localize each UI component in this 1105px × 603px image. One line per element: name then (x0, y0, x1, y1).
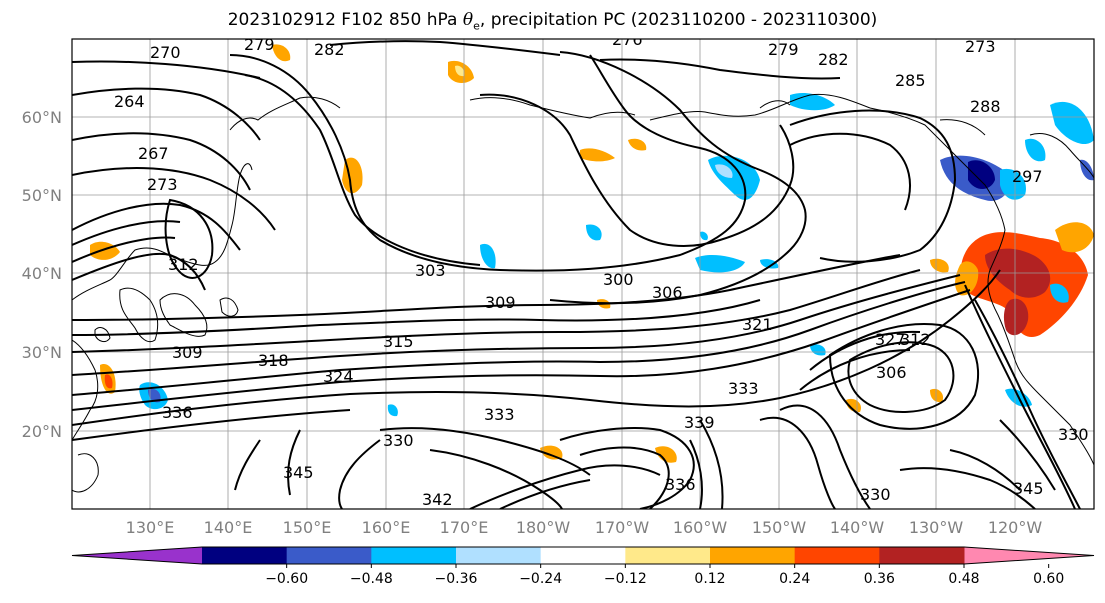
contour-label: 276 (612, 30, 643, 49)
contour-label: 264 (114, 92, 145, 111)
contour-label: 336 (162, 403, 193, 422)
lon-label: 140°W (830, 518, 885, 537)
contour-label: 309 (172, 343, 203, 362)
contour-labels: 264 267 273 270 279 282 276 279 282 285 … (114, 30, 1089, 509)
lon-label: 130°W (909, 518, 964, 537)
contour-label: 330 (1058, 425, 1089, 444)
contour-label: 306 (876, 363, 907, 382)
contour-label: 300 (603, 270, 634, 289)
graticule (72, 39, 1094, 509)
colorbar-tick-label: −0.12 (604, 571, 647, 587)
colorbar-outline (71, 546, 1095, 565)
contour-label: 330 (860, 485, 891, 504)
contour-label: 321 (742, 315, 773, 334)
contour-label: 267 (138, 144, 169, 163)
longitude-labels: 130°E 140°E 150°E 160°E 170°E 180°W 170°… (126, 518, 1043, 537)
contour-label: 333 (728, 379, 759, 398)
colorbar-tick-label: −0.48 (350, 571, 393, 587)
lon-label: 150°E (283, 518, 332, 537)
contour-label: 345 (1013, 479, 1044, 498)
colorbar-tick-label: 0.12 (694, 571, 725, 587)
contour-label: 285 (895, 71, 926, 90)
contour-label: 303 (415, 261, 446, 280)
colorbar-extension-low (72, 547, 202, 564)
contour-label: 273 (147, 175, 178, 194)
contour-label: 279 (244, 35, 275, 54)
colorbar-tick-label: 0.36 (864, 571, 895, 587)
colorbar-tick-label: 0.60 (1033, 571, 1064, 587)
colorbar-segment (456, 547, 542, 564)
contour-label: 345 (283, 463, 314, 482)
lat-label: 40°N (22, 264, 62, 283)
colorbar-segment (202, 547, 288, 564)
lat-label: 60°N (22, 108, 62, 127)
precip-shading (90, 44, 1094, 463)
lat-label: 50°N (22, 186, 62, 205)
lon-label: 130°E (126, 518, 175, 537)
lon-label: 160°E (362, 518, 411, 537)
colorbar-tick-label: −0.60 (265, 571, 308, 587)
contour-label: 282 (314, 40, 345, 59)
contour-label: 288 (970, 97, 1001, 116)
colorbar-tick-label: −0.36 (435, 571, 478, 587)
contour-label: 279 (768, 40, 799, 59)
lon-label: 160°W (673, 518, 728, 537)
lon-label: 170°W (595, 518, 650, 537)
contour-label: 306 (652, 283, 683, 302)
lon-label: 180°W (516, 518, 571, 537)
map-panel (72, 39, 1094, 509)
colorbar-segment (794, 547, 880, 564)
lon-label: 150°W (752, 518, 807, 537)
colorbar-tick-label: 0.48 (948, 571, 979, 587)
contour-label: 312 (168, 255, 199, 274)
lat-label: 30°N (22, 343, 62, 362)
contour-label: 339 (684, 413, 715, 432)
contour-label: 342 (422, 490, 453, 509)
lat-label: 20°N (22, 422, 62, 441)
map-border (71, 38, 1095, 510)
contour-label: 336 (665, 475, 696, 494)
contour-label: 324 (323, 367, 354, 386)
map-title: 2023102912 F102 850 hPa θe, precipitatio… (227, 10, 878, 33)
colorbar: −0.60 −0.48 −0.36 −0.24 −0.12 0.12 0.24 0.36 0.4… (71, 546, 1095, 587)
colorbar-segment (710, 547, 796, 564)
contour-label: 327 (875, 330, 906, 349)
contour-label: 309 (485, 293, 516, 312)
lon-label: 120°W (988, 518, 1043, 537)
theta-e-contours (72, 40, 1081, 509)
lon-label: 140°E (204, 518, 253, 537)
colorbar-extension-high (964, 547, 1094, 564)
colorbar-segment (625, 547, 711, 564)
contour-label: 297 (1012, 167, 1043, 186)
colorbar-segment (879, 547, 965, 564)
colorbar-tick-label: 0.24 (779, 571, 810, 587)
colorbar-tick-label: −0.24 (519, 571, 562, 587)
colorbar-segment (540, 547, 626, 564)
colorbar-segment (371, 547, 457, 564)
contour-label: 312 (900, 330, 931, 349)
contour-label: 315 (383, 332, 414, 351)
contour-label: 333 (484, 405, 515, 424)
contour-label: 282 (818, 50, 849, 69)
latitude-labels: 60°N 50°N 40°N 30°N 20°N (22, 108, 62, 441)
contour-label: 330 (383, 431, 414, 450)
contour-label: 273 (965, 37, 996, 56)
lon-label: 170°E (440, 518, 489, 537)
contour-label: 270 (150, 43, 181, 62)
colorbar-segment (286, 547, 372, 564)
contour-label: 318 (258, 351, 289, 370)
